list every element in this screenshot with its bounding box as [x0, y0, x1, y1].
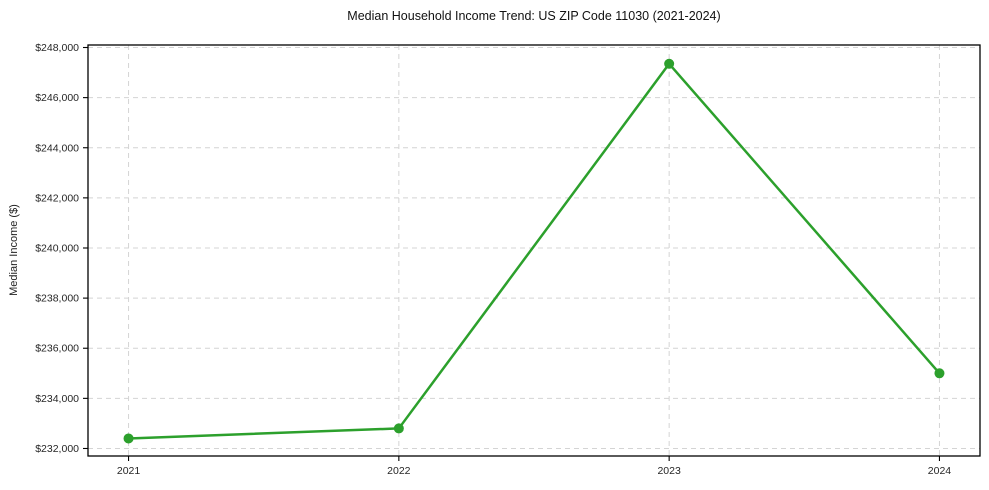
y-axis-label: Median Income ($) — [8, 204, 20, 296]
x-tick-label: 2024 — [928, 465, 952, 477]
chart-title: Median Household Income Trend: US ZIP Co… — [347, 9, 721, 23]
y-tick-label: $232,000 — [35, 443, 79, 455]
trend-line — [127, 62, 941, 440]
y-tick-label: $238,000 — [35, 293, 79, 305]
x-tick-label: 2022 — [387, 465, 411, 477]
plot-frame — [87, 44, 981, 457]
y-tick-label: $242,000 — [35, 192, 79, 204]
y-tick-label: $244,000 — [35, 142, 79, 154]
data-point — [934, 368, 945, 379]
y-tick-label: $246,000 — [35, 92, 79, 104]
x-tick-label: 2021 — [117, 465, 141, 477]
x-tick-label: 2023 — [657, 465, 681, 477]
data-point — [393, 423, 404, 434]
data-point — [123, 433, 134, 444]
y-tick-label: $236,000 — [35, 343, 79, 355]
data-point — [664, 58, 675, 69]
y-tick-label: $240,000 — [35, 242, 79, 254]
y-tick-label: $234,000 — [35, 393, 79, 405]
y-tick-label: $248,000 — [35, 42, 79, 54]
